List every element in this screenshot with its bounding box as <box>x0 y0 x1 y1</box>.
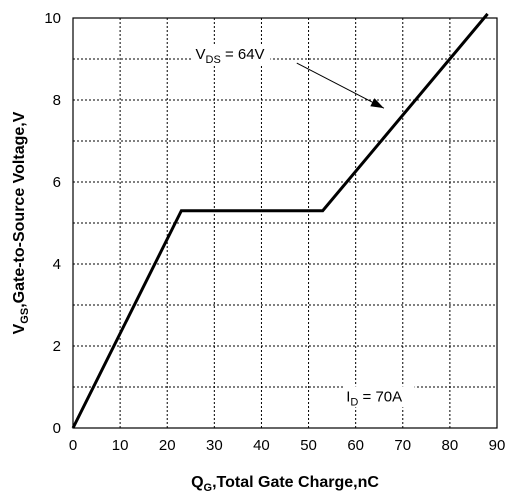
annotation-background <box>192 44 271 65</box>
vgs-curve <box>71 12 489 429</box>
y-tick-label: 10 <box>44 10 61 27</box>
y-tick-label: 4 <box>53 256 61 273</box>
annotation-label: VDS = 64V <box>195 46 264 66</box>
y-axis-title-rest: ,Gate-to-Source Voltage,V <box>11 111 28 308</box>
y-axis-title: VGS,Gate-to-Source Voltage,V <box>11 111 31 334</box>
x-tick-label: 10 <box>112 437 129 454</box>
x-axis-title: QG,Total Gate Charge,nC <box>191 474 379 494</box>
annotation-rest: = 64V <box>221 46 265 63</box>
y-axis-title-main: V <box>11 323 28 334</box>
x-axis-title-main: Q <box>191 474 203 491</box>
x-tick-label: 0 <box>69 437 77 454</box>
annotation-label: ID = 70A <box>346 388 402 408</box>
plot-frame <box>72 17 498 429</box>
x-tick-label: 50 <box>300 437 317 454</box>
annotation-main: V <box>195 46 205 63</box>
annotation-main: I <box>346 388 350 405</box>
grid-lines <box>73 18 497 428</box>
x-tick-label: 20 <box>159 437 176 454</box>
annotation-background <box>343 386 415 408</box>
x-tick-label: 40 <box>253 437 270 454</box>
y-tick-label: 2 <box>53 338 61 355</box>
y-tick-label: 8 <box>53 92 61 109</box>
x-tick-label: 70 <box>394 437 411 454</box>
annotation-arrowhead <box>370 98 384 109</box>
annotation-subscript: D <box>350 396 358 408</box>
annotation-subscript: DS <box>206 54 221 66</box>
y-axis-title-subscript: GS <box>19 308 31 324</box>
x-axis-title-rest: ,Total Gate Charge,nC <box>212 474 379 491</box>
y-tick-label: 6 <box>53 174 61 191</box>
annotations: VDS = 64V ID = 70A <box>192 44 415 408</box>
x-axis-title-subscript: G <box>204 482 213 494</box>
x-tick-labels: 0 10 20 30 40 50 60 70 80 90 <box>69 437 506 454</box>
x-tick-label: 90 <box>489 437 506 454</box>
x-tick-label: 30 <box>206 437 223 454</box>
x-tick-label: 60 <box>347 437 364 454</box>
annotation-arrow-line <box>296 62 385 109</box>
y-tick-label: 0 <box>53 420 61 437</box>
annotation-rest: = 70A <box>358 388 402 405</box>
y-tick-labels: 0 2 4 6 8 10 <box>44 10 61 437</box>
x-tick-label: 80 <box>442 437 459 454</box>
